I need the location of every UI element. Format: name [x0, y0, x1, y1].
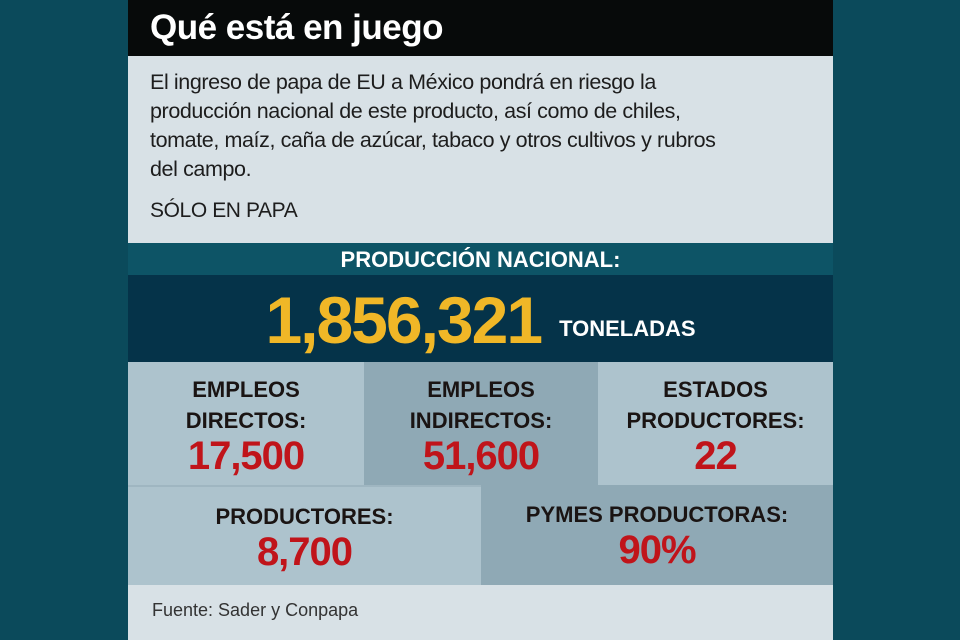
stat-value: 22: [694, 434, 738, 478]
stat-direct-jobs: EMPLEOS DIRECTOS: 17,500: [128, 362, 364, 485]
intro-line: El ingreso de papa de EU a México pondrá…: [150, 70, 656, 94]
stat-producers: PRODUCTORES: 8,700: [128, 485, 481, 585]
production-header: PRODUCCIÓN NACIONAL:: [128, 243, 833, 275]
stat-label: EMPLEOS: [192, 377, 300, 402]
stat-label: DIRECTOS:: [185, 408, 307, 433]
intro-line: producción nacional de este producto, as…: [150, 99, 681, 123]
stat-label: ESTADOS: [663, 377, 768, 402]
intro-text: El ingreso de papa de EU a México pondrá…: [128, 56, 833, 225]
production-unit: TONELADAS: [559, 316, 696, 342]
intro-line: tomate, maíz, caña de azúcar, tabaco y o…: [150, 128, 716, 152]
infographic-title: Qué está en juego: [128, 0, 833, 56]
source-note: Fuente: Sader y Conpapa: [152, 600, 359, 620]
intro-line: del campo.: [150, 157, 252, 181]
subtitle: SÓLO EN PAPA: [150, 199, 298, 222]
stat-value: 51,600: [422, 434, 540, 478]
stat-pymes: PYMES PRODUCTORAS: 90%: [481, 485, 833, 585]
stat-label: PRODUCTORES:: [626, 408, 805, 433]
stat-value: 8,700: [256, 530, 353, 574]
stat-value: 17,500: [187, 434, 305, 478]
stat-label: INDIRECTOS:: [409, 408, 553, 433]
stat-label: EMPLEOS: [427, 377, 535, 402]
infographic-card: Qué está en juego El ingreso de papa de …: [128, 0, 833, 640]
stat-label: PYMES PRODUCTORAS:: [525, 502, 789, 527]
stat-value: 90%: [618, 528, 696, 572]
production-value: 1,856,321: [265, 283, 543, 357]
stat-indirect-jobs: EMPLEOS INDIRECTOS: 51,600: [364, 362, 598, 485]
stat-producing-states: ESTADOS PRODUCTORES: 22: [598, 362, 833, 485]
stat-label: PRODUCTORES:: [215, 504, 394, 529]
production-band: 1,856,321 TONELADAS: [128, 275, 833, 362]
